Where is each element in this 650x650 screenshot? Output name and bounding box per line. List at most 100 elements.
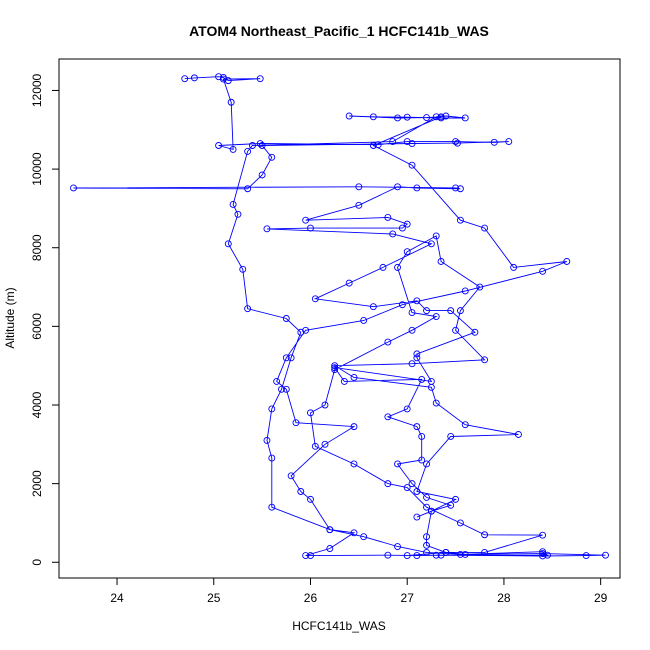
data-point bbox=[244, 185, 252, 193]
data-point bbox=[437, 113, 445, 121]
data-point bbox=[360, 317, 368, 324]
data-point bbox=[413, 184, 421, 192]
data-point bbox=[456, 185, 464, 193]
data-point bbox=[456, 216, 464, 224]
data-point bbox=[229, 145, 237, 153]
data-point bbox=[297, 328, 305, 336]
x-tick-label: 25 bbox=[207, 591, 221, 605]
data-point bbox=[461, 287, 469, 295]
data-point bbox=[311, 442, 319, 450]
data-point bbox=[413, 513, 421, 521]
data-point bbox=[256, 140, 264, 147]
data-point bbox=[394, 460, 401, 468]
data-point bbox=[239, 265, 247, 273]
data-point bbox=[442, 112, 450, 120]
y-tick-label: 8000 bbox=[30, 234, 44, 261]
data-point bbox=[398, 301, 406, 309]
data-point bbox=[437, 258, 445, 265]
data-point bbox=[505, 138, 513, 146]
x-tick-label: 24 bbox=[110, 591, 124, 605]
data-point bbox=[311, 295, 319, 303]
data-point bbox=[418, 433, 426, 440]
data-point bbox=[350, 460, 358, 468]
data-point bbox=[403, 220, 411, 228]
data-point bbox=[456, 550, 464, 558]
x-tick-label: 27 bbox=[401, 591, 415, 605]
data-point bbox=[418, 456, 426, 464]
data-point bbox=[408, 140, 416, 147]
data-point bbox=[302, 216, 310, 224]
data-point bbox=[413, 354, 421, 362]
data-point bbox=[331, 366, 339, 374]
data-point bbox=[263, 225, 271, 233]
data-point bbox=[273, 377, 281, 385]
data-point bbox=[287, 354, 295, 362]
data-point bbox=[452, 138, 460, 146]
data-point bbox=[461, 114, 469, 122]
data-point bbox=[369, 303, 377, 311]
data-point bbox=[452, 184, 460, 192]
data-point bbox=[394, 183, 401, 191]
data-point bbox=[452, 495, 460, 503]
plot-area: 24 25 26 27 28 29 0 2000 4000 6000 8000 10000 12000 bbox=[30, 58, 621, 605]
data-point bbox=[307, 409, 314, 417]
data-point bbox=[258, 171, 266, 179]
data-point bbox=[389, 230, 397, 238]
data-point bbox=[423, 548, 431, 556]
data-point bbox=[490, 138, 498, 146]
data-point bbox=[514, 431, 522, 438]
data-point bbox=[403, 248, 411, 256]
data-point bbox=[258, 142, 266, 149]
data-point bbox=[539, 267, 547, 275]
data-point bbox=[379, 263, 387, 271]
data-point bbox=[394, 114, 401, 122]
data-point bbox=[374, 141, 382, 149]
data-point bbox=[224, 77, 232, 85]
data-point bbox=[369, 142, 377, 149]
data-point bbox=[287, 472, 295, 480]
data-point bbox=[403, 484, 411, 492]
data-point bbox=[224, 240, 232, 248]
data-point bbox=[389, 138, 397, 146]
data-point bbox=[413, 488, 421, 495]
data-point bbox=[432, 551, 440, 559]
data-point bbox=[248, 142, 256, 149]
data-point bbox=[355, 183, 363, 191]
series-line bbox=[73, 76, 606, 557]
data-point bbox=[539, 550, 547, 558]
data-point bbox=[447, 433, 455, 440]
data-point bbox=[181, 75, 189, 83]
data-point bbox=[263, 436, 271, 444]
data-point bbox=[563, 258, 571, 265]
data-point bbox=[432, 313, 440, 320]
data-point bbox=[432, 232, 440, 240]
data-point bbox=[544, 551, 551, 559]
data-point bbox=[427, 383, 435, 391]
data-point bbox=[331, 364, 339, 372]
data-point bbox=[539, 548, 547, 556]
data-point bbox=[408, 480, 416, 488]
data-point bbox=[229, 201, 237, 208]
data-point bbox=[403, 113, 411, 121]
data-point bbox=[413, 552, 421, 560]
data-point bbox=[481, 531, 489, 539]
data-point bbox=[408, 309, 416, 317]
data-point bbox=[447, 501, 455, 509]
data-point bbox=[539, 531, 547, 539]
data-point bbox=[350, 423, 358, 431]
data-point bbox=[510, 263, 518, 271]
data-point bbox=[442, 548, 450, 556]
data-point bbox=[268, 503, 276, 511]
data-point bbox=[394, 543, 401, 550]
data-point bbox=[234, 210, 242, 218]
data-point bbox=[282, 385, 290, 393]
series-layer bbox=[70, 73, 609, 560]
data-point bbox=[423, 307, 431, 315]
data-point bbox=[268, 153, 276, 161]
data-point bbox=[481, 548, 489, 556]
data-point bbox=[456, 519, 464, 527]
data-point bbox=[345, 112, 353, 120]
data-point bbox=[452, 326, 460, 334]
data-point bbox=[602, 551, 609, 559]
data-point bbox=[539, 552, 547, 560]
